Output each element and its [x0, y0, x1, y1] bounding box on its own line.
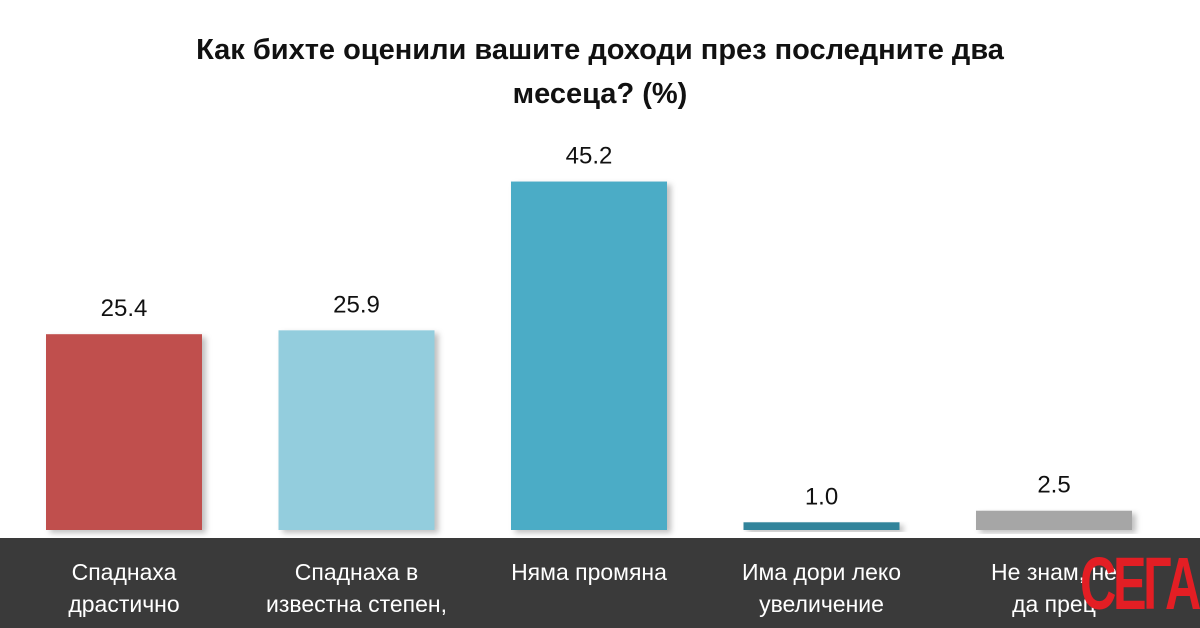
bar-1 [46, 334, 202, 530]
bar-4 [743, 522, 900, 530]
chart-title: Как бихте оценили вашите доходи през пос… [0, 28, 1200, 116]
category-label-1-line-1: Спаднаха [71, 559, 177, 585]
bar-3 [511, 181, 667, 531]
value-label-2: 25.9 [333, 291, 380, 318]
category-label-4: Има дори леко увеличение [722, 556, 922, 620]
value-label-1: 25.4 [101, 295, 148, 322]
chart-title-line-2: месеца? (%) [512, 78, 688, 110]
category-label-5-line-1: Не знам, не [991, 559, 1117, 585]
category-label-4-line-1: Има дори леко [741, 559, 902, 585]
category-label-2: Спаднаха в известна степен, [257, 556, 457, 620]
category-label-1-line-2: драстично [68, 591, 180, 617]
value-label-5: 2.5 [1037, 472, 1070, 499]
sega-logo: СЕГА [1080, 542, 1200, 625]
category-label-5: Не знам, не да прец [954, 556, 1154, 620]
category-label-1: Спаднаха драстично [24, 556, 224, 620]
category-label-2-line-2: известна степен, [266, 591, 447, 617]
category-label-2-line-1: Спаднаха в [294, 559, 419, 585]
value-label-4: 1.0 [805, 483, 838, 510]
category-label-3: Няма промяна [489, 556, 689, 588]
chart-title-line-1: Как бихте оценили вашите доходи през пос… [196, 34, 1004, 66]
bar-2 [278, 330, 435, 530]
category-label-4-line-2: увеличение [759, 591, 884, 617]
category-label-5-line-2: да прец [1012, 591, 1096, 617]
category-label-3-line-1: Няма промяна [511, 559, 667, 585]
category-band [0, 538, 1200, 628]
value-label-3: 45.2 [566, 143, 613, 170]
bar-5 [976, 510, 1132, 530]
